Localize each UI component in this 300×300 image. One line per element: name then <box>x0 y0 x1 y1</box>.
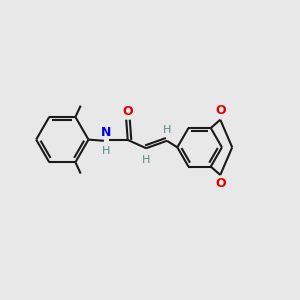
Text: H: H <box>142 155 151 165</box>
Text: H: H <box>102 146 110 156</box>
Text: N: N <box>101 126 112 139</box>
Text: O: O <box>215 104 226 117</box>
Text: H: H <box>163 125 171 135</box>
Text: O: O <box>215 177 226 190</box>
Text: O: O <box>123 105 133 118</box>
